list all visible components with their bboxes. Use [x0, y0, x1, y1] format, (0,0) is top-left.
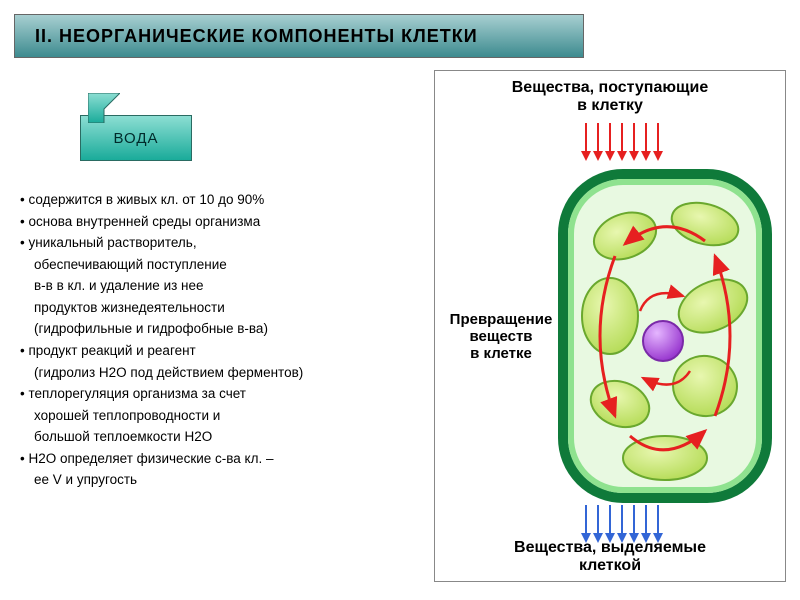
- bullet-line: большой теплоемкости Н2О: [20, 427, 420, 447]
- bullet-line: теплорегуляция организма за счет: [20, 384, 420, 404]
- arrow-in: [597, 123, 599, 153]
- bullet-line: основа внутренней среды организма: [20, 212, 420, 232]
- arrow-in: [633, 123, 635, 153]
- bullet-line: в-в в кл. и удаление из нее: [20, 276, 420, 296]
- bullet-line: продуктов жизнедеятельности: [20, 298, 420, 318]
- diagram-title-mid-l1: Превращение: [441, 311, 561, 328]
- arrow-out: [657, 505, 659, 535]
- bullet-line: обеспечивающий поступление: [20, 255, 420, 275]
- diagram-title-mid-l2: веществ: [441, 328, 561, 345]
- arrow-out: [597, 505, 599, 535]
- arrow-in: [645, 123, 647, 153]
- bullet-line: ее V и упругость: [20, 470, 420, 490]
- arrow-out: [645, 505, 647, 535]
- chloroplast: [623, 436, 707, 480]
- cell-svg: [555, 166, 775, 506]
- diagram-title-top-line2: в клетку: [435, 97, 785, 115]
- diagram-title-mid-l3: в клетке: [441, 345, 561, 362]
- diagram-title-top-line1: Вещества, поступающие: [435, 79, 785, 97]
- chloroplast: [582, 278, 638, 354]
- arrow-in: [621, 123, 623, 153]
- arrow-in: [609, 123, 611, 153]
- diagram-title-bottom-l1: Вещества, выделяемые: [435, 539, 785, 557]
- header-bar: II. НЕОРГАНИЧЕСКИЕ КОМПОНЕНТЫ КЛЕТКИ: [14, 14, 584, 58]
- arrow-out: [621, 505, 623, 535]
- bullet-line: уникальный растворитель,: [20, 233, 420, 253]
- arrow-in: [585, 123, 587, 153]
- water-callout: ВОДА: [80, 115, 192, 161]
- diagram-title-top: Вещества, поступающие в клетку: [435, 79, 785, 115]
- diagram-title-bottom: Вещества, выделяемые клеткой: [435, 539, 785, 575]
- bullet-line: (гидрофильные и гидрофобные в-ва): [20, 319, 420, 339]
- bullet-line: (гидролиз Н2О под действием ферментов): [20, 363, 420, 383]
- arrow-out: [633, 505, 635, 535]
- bullet-line: хорошей теплопроводности и: [20, 406, 420, 426]
- bullet-list: содержится в живых кл. от 10 до 90%основ…: [20, 190, 420, 492]
- nucleus: [643, 321, 683, 361]
- diagram-title-mid: Превращение веществ в клетке: [441, 311, 561, 362]
- arrow-out: [609, 505, 611, 535]
- cell-diagram-panel: Вещества, поступающие в клетку Превращен…: [434, 70, 786, 582]
- water-label: ВОДА: [113, 130, 158, 147]
- arrow-out: [585, 505, 587, 535]
- header-title: II. НЕОРГАНИЧЕСКИЕ КОМПОНЕНТЫ КЛЕТКИ: [35, 26, 478, 47]
- arrows-in-group: [585, 123, 659, 153]
- bullet-line: продукт реакций и реагент: [20, 341, 420, 361]
- arrows-out-group: [585, 505, 659, 535]
- bullet-line: содержится в живых кл. от 10 до 90%: [20, 190, 420, 210]
- bullet-line: Н2О определяет физические с-ва кл. –: [20, 449, 420, 469]
- diagram-title-bottom-l2: клеткой: [435, 557, 785, 575]
- arrow-in: [657, 123, 659, 153]
